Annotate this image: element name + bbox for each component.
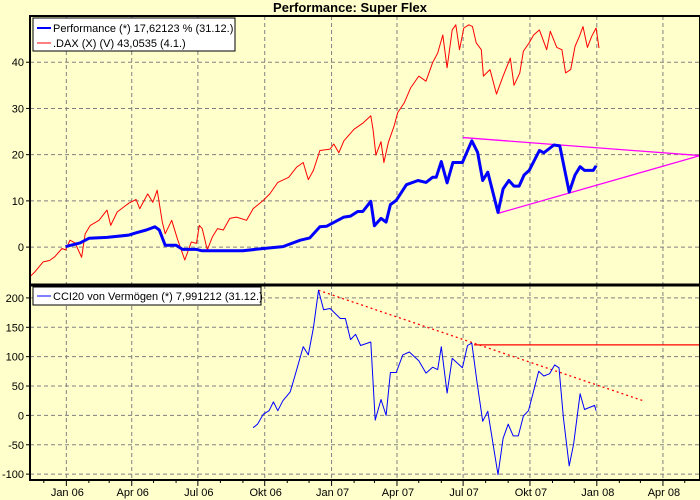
bottom-legend: CCI20 von Vermögen (*) 7,991212 (31.12.) [32, 286, 263, 306]
y-tick-label: 150 [6, 322, 24, 334]
legend-label-dax: .DAX (X) (V) 43,0535 (4.1.) [53, 38, 186, 50]
bottom-plot-frame [29, 284, 700, 481]
legend-label-cci: CCI20 von Vermögen (*) 7,991212 (31.12.) [53, 291, 263, 303]
trend-line [463, 136, 700, 157]
bot-series [252, 289, 700, 476]
x-tick-label: Jul 06 [184, 487, 213, 499]
series-line [29, 24, 600, 278]
top-plot-frame [29, 15, 700, 286]
y-tick-label: 20 [12, 150, 24, 162]
series-line [65, 139, 598, 253]
trend-line [497, 154, 700, 214]
y-tick-label: 50 [12, 381, 24, 393]
y-tick-label: 40 [12, 57, 24, 69]
top-legend: Performance (*) 17,62123 % (31.12.) .DAX… [32, 17, 236, 52]
y-tick-label: 100 [6, 352, 24, 364]
chart-title: Performance: Super Flex [273, 0, 428, 15]
legend-label-performance: Performance (*) 17,62123 % (31.12.) [53, 23, 233, 35]
series-line [252, 289, 597, 476]
x-tick-label: Apr 07 [382, 487, 414, 499]
x-tick-label: Apr 08 [648, 487, 680, 499]
y-tick-label: -50 [8, 440, 24, 452]
y-tick-label: -100 [2, 469, 24, 481]
top-grid [30, 16, 700, 285]
axes: 0 10 20 30 40 200 150 100 50 0 -50 -100 Jan 06 Apr 06… [2, 57, 686, 499]
x-tick-label: Jul 07 [449, 487, 478, 499]
x-tick-label: Okt 06 [250, 487, 282, 499]
y-tick-label: 10 [12, 196, 24, 208]
x-tick-label: Jan 06 [51, 487, 84, 499]
trend-line [318, 289, 645, 402]
x-tick-label: Okt 07 [515, 487, 547, 499]
x-tick-label: Jan 08 [581, 487, 614, 499]
y-tick-label: 200 [6, 293, 24, 305]
y-tick-label: 30 [12, 103, 24, 115]
bot-grid [30, 285, 700, 480]
x-tick-label: Apr 06 [117, 487, 149, 499]
x-tick-label: Jan 07 [316, 487, 349, 499]
top-series [29, 24, 700, 278]
y-tick-label: 0 [18, 410, 24, 422]
y-tick-label: 0 [18, 242, 24, 254]
